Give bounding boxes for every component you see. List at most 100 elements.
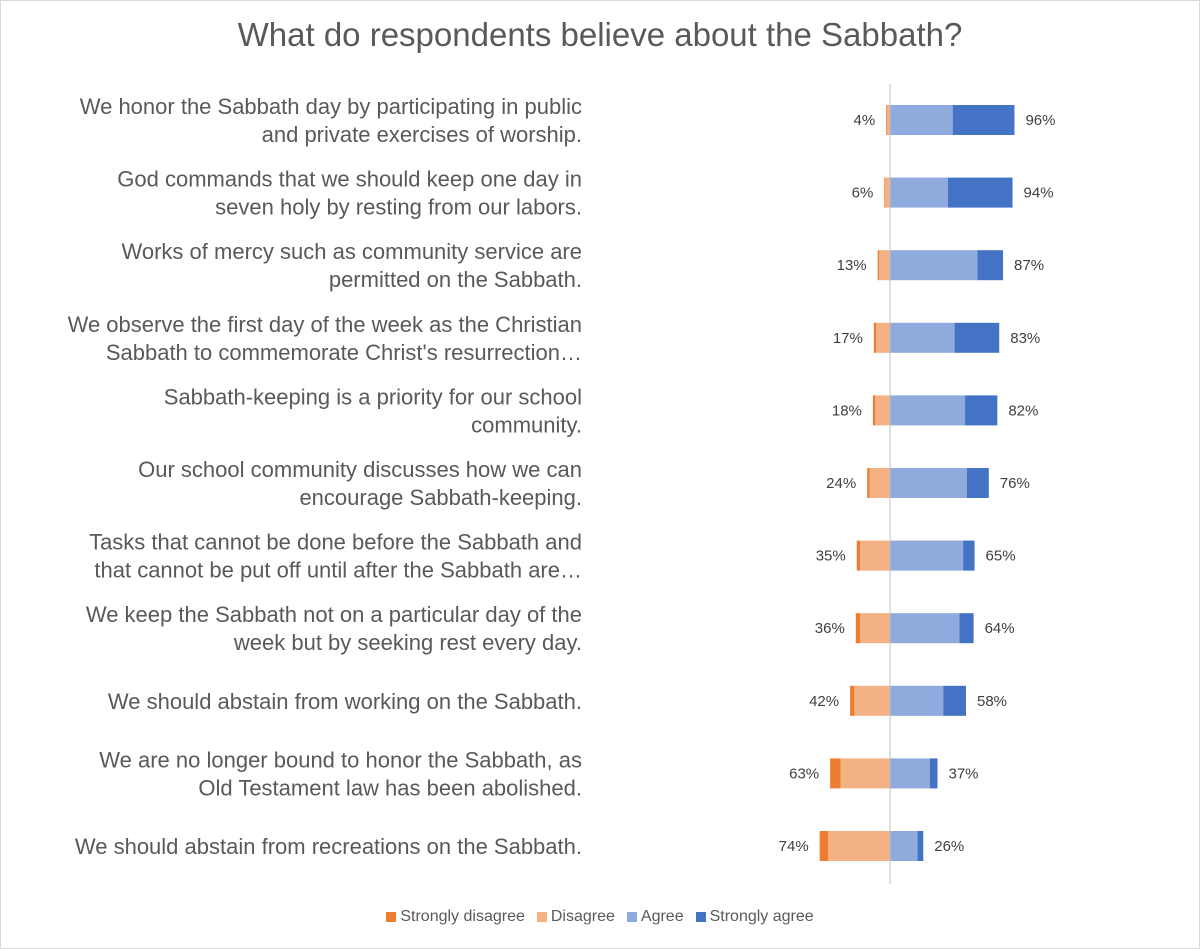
bar-agree xyxy=(890,685,944,716)
bar-agree xyxy=(890,395,966,426)
bar-strongly-agree xyxy=(966,468,989,498)
legend-swatch xyxy=(536,912,547,922)
bar-strongly-disagree xyxy=(850,685,855,716)
category-label: God commands that we should keep one day… xyxy=(117,167,582,192)
bar-strongly-agree xyxy=(963,540,975,571)
bar-disagree xyxy=(828,831,890,861)
agree-total-label: 26% xyxy=(934,838,964,855)
bar-disagree xyxy=(860,613,890,644)
bar-strongly-agree xyxy=(954,322,1000,353)
bar-disagree xyxy=(869,468,890,498)
disagree-total-label: 18% xyxy=(832,402,862,419)
category-label: Old Testament law has been abolished. xyxy=(198,775,582,800)
bar-strongly-agree xyxy=(929,758,938,789)
agree-total-label: 65% xyxy=(986,548,1016,565)
disagree-total-label: 4% xyxy=(854,112,876,129)
bar-agree xyxy=(890,250,978,281)
legend-item-strongly-disagree: Strongly disagree xyxy=(386,908,525,926)
disagree-total-label: 17% xyxy=(833,330,863,347)
bar-strongly-disagree xyxy=(884,177,886,208)
bar-strongly-disagree xyxy=(877,250,880,281)
bar-disagree xyxy=(887,105,890,135)
category-label: We keep the Sabbath not on a particular … xyxy=(86,602,582,627)
disagree-total-label: 35% xyxy=(816,548,846,565)
agree-total-label: 37% xyxy=(949,765,979,782)
chart-title: What do respondents believe about the Sa… xyxy=(237,16,963,53)
bar-agree xyxy=(890,613,960,644)
agree-total-label: 82% xyxy=(1008,402,1038,419)
category-label: We should abstain from working on the Sa… xyxy=(108,689,582,714)
bar-strongly-disagree xyxy=(886,105,888,135)
bar-agree xyxy=(890,105,953,135)
bar-disagree xyxy=(854,685,890,716)
legend-swatch xyxy=(626,912,637,922)
category-label: We observe the first day of the week as … xyxy=(68,312,582,337)
category-label: seven holy by resting from our labors. xyxy=(215,195,582,220)
bar-disagree xyxy=(876,322,890,353)
chart-legend: Strongly disagree Disagree Agree Strongly a… xyxy=(0,908,1200,926)
disagree-total-label: 74% xyxy=(779,838,809,855)
bar-disagree xyxy=(840,758,890,789)
agree-total-label: 96% xyxy=(1025,112,1055,129)
category-label: that cannot be put off until after the S… xyxy=(94,558,582,583)
agree-total-label: 64% xyxy=(985,620,1015,637)
category-label: We should abstain from recreations on th… xyxy=(75,834,582,859)
bar-strongly-disagree xyxy=(872,395,876,426)
disagree-total-label: 6% xyxy=(852,185,874,202)
bar-strongly-agree xyxy=(952,105,1015,135)
legend-item-agree: Agree xyxy=(626,908,684,926)
category-label: Our school community discusses how we ca… xyxy=(138,457,582,482)
bar-strongly-disagree xyxy=(855,613,861,644)
legend-swatch xyxy=(695,912,706,922)
bar-strongly-agree xyxy=(977,250,1004,281)
category-label: week but by seeking rest every day. xyxy=(233,630,582,655)
bar-strongly-agree xyxy=(917,831,924,861)
category-label: encourage Sabbath-keeping. xyxy=(299,485,582,510)
bar-disagree xyxy=(860,540,890,571)
agree-total-label: 76% xyxy=(1000,475,1030,492)
bar-strongly-disagree xyxy=(873,322,877,353)
legend-item-disagree: Disagree xyxy=(536,908,615,926)
category-label: permitted on the Sabbath. xyxy=(329,267,582,292)
category-label: and private exercises of worship. xyxy=(262,122,582,147)
legend-label: Disagree xyxy=(550,908,615,925)
bar-strongly-disagree xyxy=(819,831,829,861)
category-label: We are no longer bound to honor the Sabb… xyxy=(99,747,582,772)
bar-disagree xyxy=(875,395,890,426)
bar-agree xyxy=(890,468,967,498)
bar-agree xyxy=(890,831,918,861)
category-label: Tasks that cannot be done before the Sab… xyxy=(89,530,582,555)
bar-disagree xyxy=(879,250,890,281)
bar-disagree xyxy=(885,177,890,208)
legend-label: Agree xyxy=(640,908,684,925)
legend-item-strongly-agree: Strongly agree xyxy=(695,908,814,926)
bar-agree xyxy=(890,177,948,208)
disagree-total-label: 13% xyxy=(837,257,867,274)
bar-strongly-agree xyxy=(947,177,1013,208)
disagree-total-label: 42% xyxy=(809,693,839,710)
disagree-total-label: 36% xyxy=(815,620,845,637)
category-label: Works of mercy such as community service… xyxy=(122,239,583,264)
category-label: Sabbath-keeping is a priority for our sc… xyxy=(164,384,582,409)
category-label: We honor the Sabbath day by participatin… xyxy=(80,94,582,119)
agree-total-label: 58% xyxy=(977,693,1007,710)
disagree-total-label: 63% xyxy=(789,765,819,782)
bar-strongly-disagree xyxy=(830,758,841,789)
agree-total-label: 83% xyxy=(1010,330,1040,347)
legend-label: Strongly agree xyxy=(709,908,814,925)
bar-strongly-agree xyxy=(943,685,966,716)
bar-strongly-disagree xyxy=(867,468,870,498)
disagree-total-label: 24% xyxy=(826,475,856,492)
legend-label: Strongly disagree xyxy=(400,908,525,925)
bar-strongly-agree xyxy=(959,613,974,644)
bar-agree xyxy=(890,758,930,789)
agree-total-label: 87% xyxy=(1014,257,1044,274)
bar-agree xyxy=(890,540,964,571)
legend-swatch xyxy=(386,912,397,922)
category-label: community. xyxy=(471,412,582,437)
agree-total-label: 94% xyxy=(1024,185,1054,202)
category-label: Sabbath to commemorate Christ's resurrec… xyxy=(106,340,582,365)
bar-agree xyxy=(890,322,955,353)
